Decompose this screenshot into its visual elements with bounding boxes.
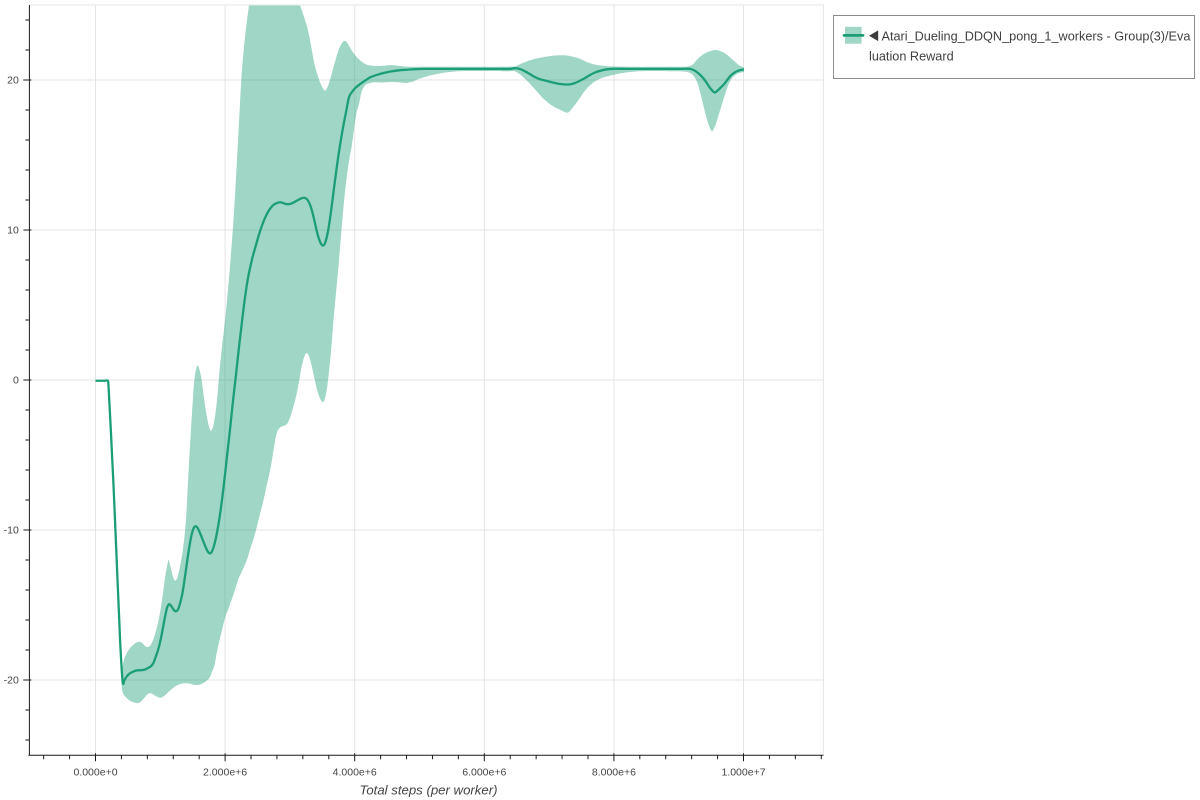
svg-text:6.000e+6: 6.000e+6 bbox=[462, 767, 506, 779]
svg-text:10: 10 bbox=[7, 224, 19, 236]
svg-text:Atari_Dueling_DDQN_pong_1_work: Atari_Dueling_DDQN_pong_1_workers - Grou… bbox=[882, 30, 1192, 44]
svg-text:Total steps (per worker): Total steps (per worker) bbox=[359, 782, 497, 797]
svg-text:0.000e+0: 0.000e+0 bbox=[73, 767, 117, 779]
svg-text:2.000e+6: 2.000e+6 bbox=[203, 767, 247, 779]
svg-text:luation Reward: luation Reward bbox=[869, 50, 954, 64]
svg-text:20: 20 bbox=[7, 74, 19, 86]
svg-text:0: 0 bbox=[13, 374, 19, 386]
svg-text:1.000e+7: 1.000e+7 bbox=[721, 767, 765, 779]
svg-text:-10: -10 bbox=[4, 524, 19, 536]
svg-text:8.000e+6: 8.000e+6 bbox=[592, 767, 636, 779]
svg-text:4.000e+6: 4.000e+6 bbox=[333, 767, 377, 779]
svg-text:-20: -20 bbox=[4, 674, 19, 686]
